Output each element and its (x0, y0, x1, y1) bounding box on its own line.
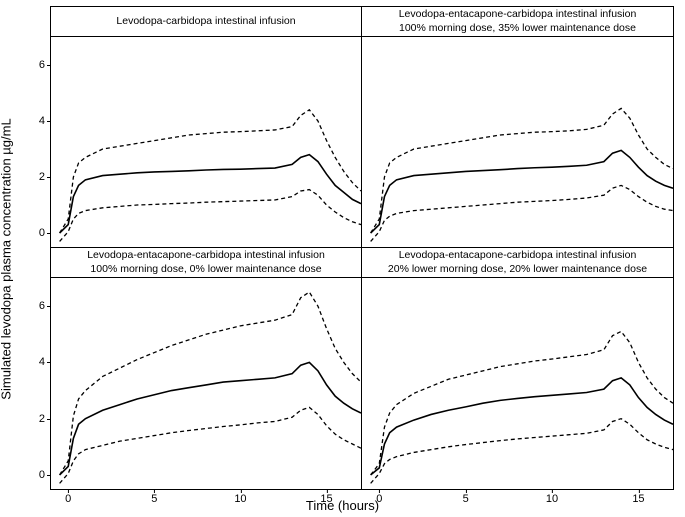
series-median (60, 362, 361, 475)
x-tick: 0 (376, 489, 382, 505)
panel-title: Levodopa-entacapone-carbidopa intestinal… (362, 7, 673, 37)
y-tick: 6 (39, 59, 51, 71)
x-tick: 0 (65, 489, 71, 505)
y-tick: 2 (39, 413, 51, 425)
panel-tl: Levodopa-carbidopa intestinal infusion 0… (50, 6, 362, 248)
panel-row-top: Levodopa-carbidopa intestinal infusion 0… (50, 6, 674, 248)
plot-area: 051015 (362, 278, 673, 489)
figure: Simulated levodopa plasma concentration … (0, 0, 685, 517)
plot-area: 0246051015 (51, 278, 361, 489)
x-tick: 15 (632, 489, 644, 505)
panel-title: Levodopa-entacapone-carbidopa intestinal… (51, 248, 361, 278)
panel-title: Levodopa-entacapone-carbidopa intestinal… (362, 248, 673, 278)
x-tick: 10 (234, 489, 246, 505)
panel-br: Levodopa-entacapone-carbidopa intestinal… (362, 248, 674, 490)
y-axis-label: Simulated levodopa plasma concentration … (0, 118, 14, 399)
x-tick: 10 (546, 489, 558, 505)
y-tick: 0 (39, 227, 51, 239)
panel-title: Levodopa-carbidopa intestinal infusion (51, 7, 361, 37)
series-lower (371, 419, 673, 484)
panel-row-bottom: Levodopa-entacapone-carbidopa intestinal… (50, 248, 674, 490)
panel-bl: Levodopa-entacapone-carbidopa intestinal… (50, 248, 362, 490)
y-tick: 4 (39, 356, 51, 368)
plot-area (362, 37, 673, 247)
series-lower (371, 185, 673, 241)
plot-area: 0246 (51, 37, 361, 247)
y-tick: 0 (39, 469, 51, 481)
x-tick: 5 (463, 489, 469, 505)
x-tick: 5 (151, 489, 157, 505)
series-upper (60, 110, 361, 233)
series-lower (60, 190, 361, 242)
x-axis-label: Time (hours) (306, 498, 379, 513)
x-tick: 15 (320, 489, 332, 505)
series-lower (60, 407, 361, 483)
panel-tr: Levodopa-entacapone-carbidopa intestinal… (362, 6, 674, 248)
panel-grid: Levodopa-carbidopa intestinal infusion 0… (50, 6, 674, 490)
y-tick: 4 (39, 115, 51, 127)
y-tick: 2 (39, 171, 51, 183)
series-upper (371, 331, 673, 474)
series-median (371, 150, 673, 233)
y-tick: 6 (39, 300, 51, 312)
series-upper (371, 108, 673, 233)
